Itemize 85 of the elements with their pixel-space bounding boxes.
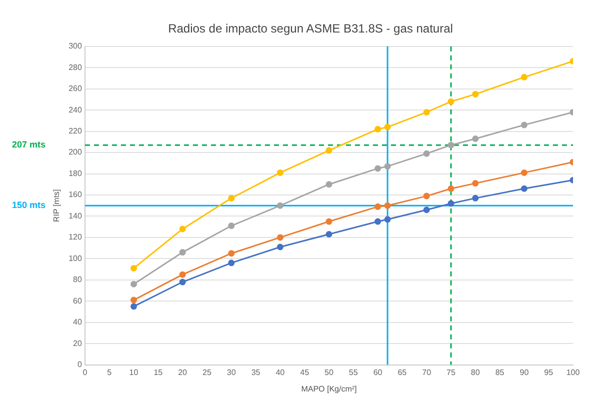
x-tick-label: 65: [398, 368, 408, 377]
x-tick-label: 5: [107, 368, 112, 377]
x-tick-label: 90: [520, 368, 530, 377]
x-tick-label: 95: [544, 368, 554, 377]
point: [448, 98, 454, 105]
x-tick-label: 35: [251, 368, 261, 377]
point: [130, 303, 138, 310]
y-tick-label: 240: [68, 105, 82, 114]
point: [374, 126, 382, 132]
x-tick-label: 55: [348, 368, 358, 377]
x-tick-label: 70: [422, 368, 432, 377]
point: [423, 150, 430, 157]
y-tick-label: 160: [68, 190, 82, 200]
point: [276, 169, 284, 176]
point: [326, 231, 332, 238]
point: [179, 271, 186, 278]
point: [228, 194, 235, 202]
point: [130, 280, 138, 288]
y-tick-label: 80: [73, 275, 82, 284]
ref-line-label: 207 mts: [12, 140, 46, 150]
point: [276, 202, 284, 209]
y-tick-label: 180: [68, 168, 82, 178]
point: [423, 192, 430, 200]
x-tick-label: 15: [154, 368, 164, 377]
point: [448, 200, 454, 207]
point: [179, 226, 186, 232]
point: [423, 108, 430, 116]
point: [130, 296, 138, 304]
point: [384, 202, 391, 209]
x-axis-title: MAPO [Kg/cm²]: [301, 384, 357, 394]
point: [384, 124, 391, 130]
point: [276, 244, 284, 250]
point: [448, 142, 454, 148]
y-tick-label: 300: [68, 42, 82, 51]
x-tick-label: 30: [226, 368, 236, 377]
point: [520, 185, 528, 192]
point: [326, 218, 332, 225]
y-tick-label: 200: [68, 148, 82, 157]
y-tick-label: 100: [68, 254, 82, 263]
point: [472, 194, 479, 202]
y-tick-label: 260: [68, 84, 82, 94]
y-tick-label: 20: [73, 338, 82, 348]
point: [384, 216, 391, 223]
y-tick-label: 0: [77, 360, 82, 370]
x-tick-label: 10: [129, 368, 139, 377]
x-tick-label: 85: [495, 368, 505, 377]
point: [448, 185, 454, 192]
y-tick-label: 140: [68, 211, 82, 220]
point: [179, 278, 186, 286]
point: [228, 222, 235, 230]
y-tick-label: 40: [73, 318, 82, 327]
ref-line-label: 150 mts: [12, 200, 46, 210]
point: [326, 147, 332, 154]
x-tick-label: 45: [300, 368, 310, 377]
x-tick-label: 50: [324, 368, 334, 377]
x-tick-label: 80: [470, 368, 480, 377]
point: [276, 234, 284, 241]
point: [374, 165, 382, 172]
point: [374, 203, 382, 210]
point: [228, 250, 235, 257]
point: [520, 169, 528, 176]
point: [228, 260, 235, 266]
point: [520, 74, 528, 80]
y-tick-label: 60: [73, 296, 82, 306]
y-tick-label: 280: [68, 62, 82, 72]
x-tick-label: 40: [276, 368, 286, 377]
point: [326, 181, 332, 188]
x-tick-label: 100: [566, 368, 580, 377]
x-tick-label: 60: [373, 368, 383, 377]
point: [374, 218, 382, 225]
chart-title: Radios de impacto segun ASME B31.8S - gas natural: [168, 22, 453, 36]
y-tick-label: 120: [68, 232, 82, 242]
point: [520, 122, 528, 128]
point: [179, 249, 186, 256]
point: [472, 135, 479, 142]
y-tick-label: 220: [68, 126, 82, 136]
x-tick-label: 25: [202, 368, 212, 377]
point: [472, 180, 479, 187]
point: [423, 206, 430, 214]
x-tick-label: 20: [178, 368, 188, 377]
point: [384, 163, 391, 170]
point: [472, 90, 479, 98]
point: [130, 264, 138, 272]
y-axis-title: RIP [mts]: [52, 189, 62, 222]
x-tick-label: 75: [446, 368, 456, 377]
